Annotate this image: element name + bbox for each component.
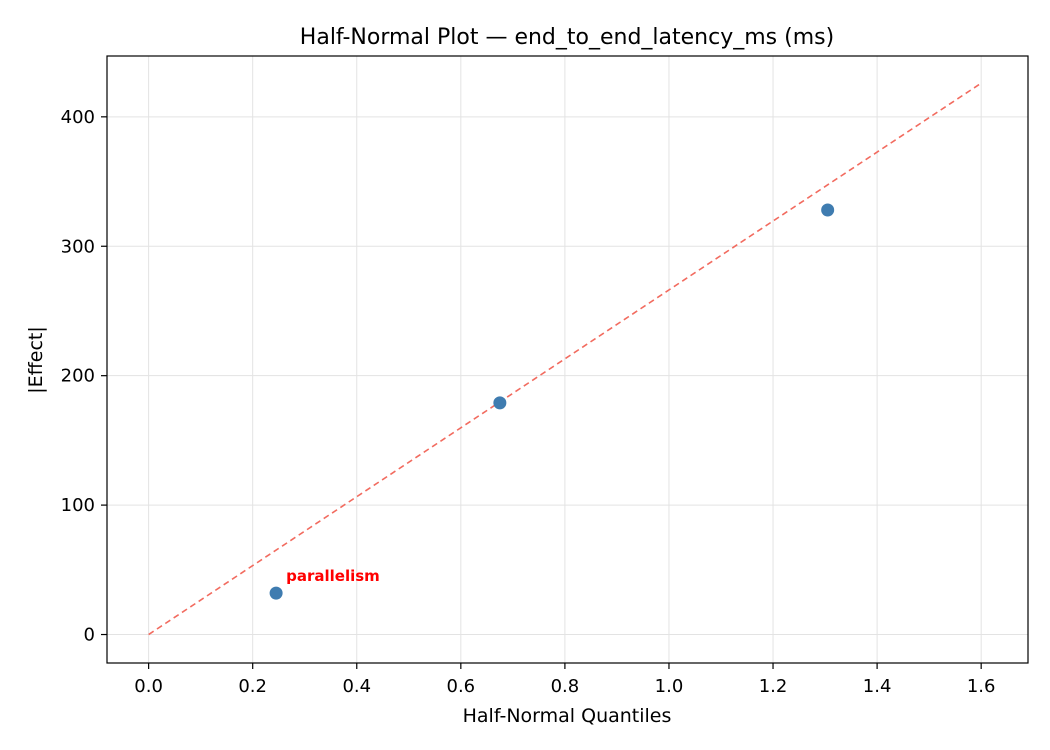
x-tick-label: 0.4: [342, 676, 371, 697]
x-tick-label: 1.0: [655, 676, 684, 697]
data-point: [821, 203, 835, 217]
chart-title: Half-Normal Plot — end_to_end_latency_ms…: [300, 25, 834, 50]
reference-line: [148, 82, 982, 636]
x-tick-label: 0.8: [551, 676, 580, 697]
y-tick-label: 400: [61, 107, 95, 128]
y-axis-title: |Effect|: [25, 326, 47, 393]
reference-line-layer: [148, 82, 982, 636]
x-tick-label: 1.4: [863, 676, 892, 697]
x-tick-label: 0.0: [134, 676, 163, 697]
y-tick-label: 0: [84, 625, 95, 646]
y-tick-label: 200: [61, 366, 95, 387]
y-axis-ticks: 0 100 200 300 400: [61, 107, 107, 646]
data-point: [269, 586, 283, 600]
y-tick-label: 300: [61, 236, 95, 257]
x-axis-ticks: 0.0 0.2 0.4 0.6 0.8 1.0 1.2 1.4 1.6: [134, 663, 995, 697]
plot-area-frame: [106, 55, 1029, 664]
x-axis-title: Half-Normal Quantiles: [463, 705, 672, 727]
point-annotation: parallelism: [286, 567, 380, 585]
annotation-layer: parallelism: [286, 567, 380, 585]
points-layer: [269, 203, 835, 600]
y-tick-label: 100: [61, 495, 95, 516]
x-tick-label: 1.2: [759, 676, 788, 697]
x-tick-label: 0.6: [447, 676, 476, 697]
data-point: [493, 396, 507, 410]
x-tick-label: 1.6: [967, 676, 996, 697]
x-tick-label: 0.2: [238, 676, 267, 697]
grid-layer: [107, 56, 1028, 663]
